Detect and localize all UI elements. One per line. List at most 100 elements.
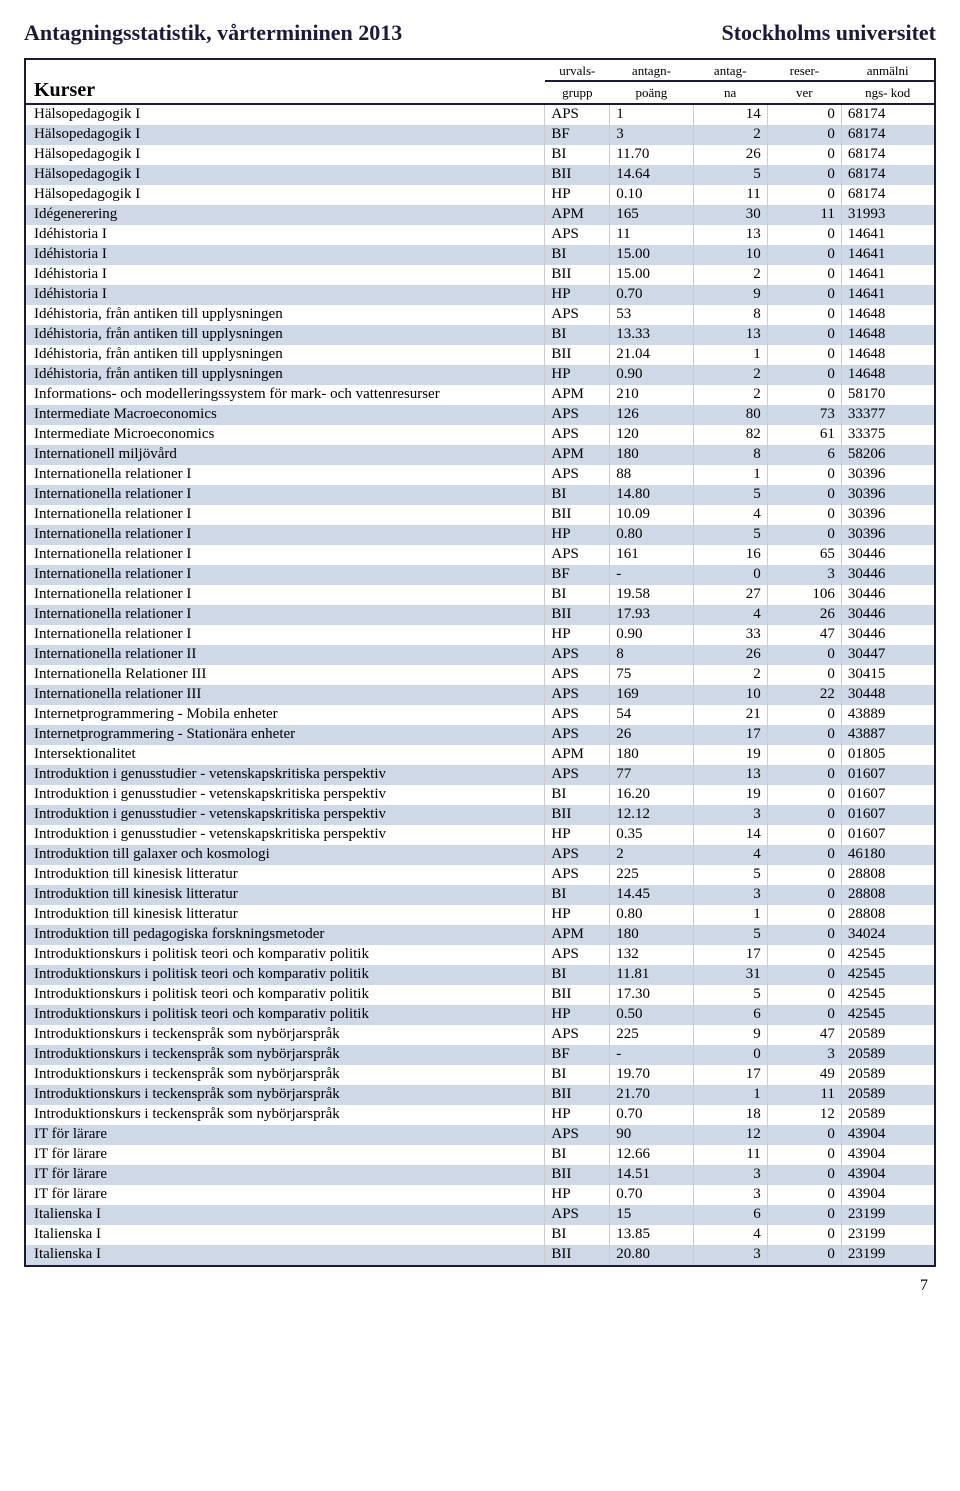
cell-course: Idéhistoria I (26, 285, 545, 305)
cell-course: Introduktionskurs i politisk teori och k… (26, 985, 545, 1005)
cell-reser: 0 (767, 1125, 841, 1145)
cell-antag: 6 (693, 1205, 767, 1225)
table-row: Idéhistoria, från antiken till upplysnin… (26, 325, 934, 345)
table-row: Internationella relationer IBI14.8050303… (26, 485, 934, 505)
cell-reser: 0 (767, 645, 841, 665)
cell-reser: 0 (767, 305, 841, 325)
cell-grupp: BII (545, 985, 610, 1005)
cell-antag: 0 (693, 1045, 767, 1065)
cell-kod: 68174 (841, 125, 934, 145)
cell-kod: 23199 (841, 1225, 934, 1245)
cell-grupp: HP (545, 1005, 610, 1025)
cell-antag: 19 (693, 745, 767, 765)
cell-reser: 3 (767, 1045, 841, 1065)
cell-antag: 2 (693, 385, 767, 405)
cell-grupp: APS (545, 405, 610, 425)
cell-kod: 33377 (841, 405, 934, 425)
table-row: Introduktionskurs i teckenspråk som nybö… (26, 1065, 934, 1085)
cell-grupp: APS (545, 425, 610, 445)
cell-reser: 0 (767, 1005, 841, 1025)
cell-kod: 30396 (841, 505, 934, 525)
cell-antag: 82 (693, 425, 767, 445)
table-row: Italienska IBI13.854023199 (26, 1225, 934, 1245)
table-row: Idéhistoria, från antiken till upplysnin… (26, 345, 934, 365)
cell-poang: 88 (610, 465, 693, 485)
cell-course: Introduktion till kinesisk litteratur (26, 905, 545, 925)
cell-kod: 68174 (841, 104, 934, 125)
cell-antag: 30 (693, 205, 767, 225)
table-row: Introduktionskurs i politisk teori och k… (26, 945, 934, 965)
cell-grupp: HP (545, 525, 610, 545)
table-row: IdégenereringAPM165301131993 (26, 205, 934, 225)
cell-poang: 15 (610, 1205, 693, 1225)
cell-antag: 8 (693, 305, 767, 325)
cell-course: Internationella relationer I (26, 585, 545, 605)
cell-grupp: APS (545, 725, 610, 745)
cell-reser: 0 (767, 805, 841, 825)
cell-kod: 42545 (841, 965, 934, 985)
cell-course: Hälsopedagogik I (26, 125, 545, 145)
cell-kod: 20589 (841, 1105, 934, 1125)
cell-kod: 23199 (841, 1245, 934, 1265)
col-header-poang-1: antagn- (610, 60, 693, 81)
cell-reser: 0 (767, 745, 841, 765)
table-row: Intermediate MicroeconomicsAPS1208261333… (26, 425, 934, 445)
cell-kod: 33375 (841, 425, 934, 445)
cell-antag: 4 (693, 845, 767, 865)
cell-poang: 180 (610, 925, 693, 945)
col-header-antag-2: na (693, 81, 767, 103)
table-row: Introduktion i genusstudier - vetenskaps… (26, 825, 934, 845)
cell-grupp: APS (545, 705, 610, 725)
table-row: Hälsopedagogik IBII14.645068174 (26, 165, 934, 185)
table-row: Introduktion i genusstudier - vetenskaps… (26, 785, 934, 805)
table-row: Introduktionskurs i teckenspråk som nybö… (26, 1105, 934, 1125)
cell-grupp: BI (545, 485, 610, 505)
cell-course: Hälsopedagogik I (26, 104, 545, 125)
cell-grupp: BII (545, 805, 610, 825)
cell-reser: 0 (767, 1165, 841, 1185)
cell-poang: 12.66 (610, 1145, 693, 1165)
cell-poang: 120 (610, 425, 693, 445)
cell-course: Intermediate Microeconomics (26, 425, 545, 445)
cell-poang: 0.90 (610, 625, 693, 645)
cell-course: Hälsopedagogik I (26, 165, 545, 185)
table-row: Introduktionskurs i politisk teori och k… (26, 965, 934, 985)
cell-course: Intermediate Macroeconomics (26, 405, 545, 425)
cell-poang: 12.12 (610, 805, 693, 825)
cell-antag: 18 (693, 1105, 767, 1125)
cell-kod: 30415 (841, 665, 934, 685)
cell-antag: 14 (693, 104, 767, 125)
cell-course: Introduktionskurs i teckenspråk som nybö… (26, 1105, 545, 1125)
page-number: 7 (24, 1277, 936, 1295)
table-row: Introduktion till kinesisk litteraturHP0… (26, 905, 934, 925)
cell-course: Introduktionskurs i politisk teori och k… (26, 965, 545, 985)
cell-reser: 0 (767, 225, 841, 245)
cell-reser: 0 (767, 925, 841, 945)
cell-grupp: APS (545, 465, 610, 485)
cell-course: Internationella relationer II (26, 645, 545, 665)
col-header-kod-2: ngs- kod (841, 81, 934, 103)
cell-reser: 0 (767, 125, 841, 145)
cell-reser: 11 (767, 205, 841, 225)
cell-course: Idéhistoria, från antiken till upplysnin… (26, 365, 545, 385)
cell-course: Italienska I (26, 1245, 545, 1265)
table-row: Idéhistoria, från antiken till upplysnin… (26, 365, 934, 385)
cell-reser: 0 (767, 245, 841, 265)
cell-course: Introduktion till kinesisk litteratur (26, 865, 545, 885)
cell-grupp: APS (545, 685, 610, 705)
cell-kod: 14648 (841, 365, 934, 385)
table-row: Internationella relationer IBF-0330446 (26, 565, 934, 585)
cell-kod: 20589 (841, 1085, 934, 1105)
cell-kod: 34024 (841, 925, 934, 945)
cell-antag: 4 (693, 505, 767, 525)
cell-reser: 0 (767, 165, 841, 185)
cell-kod: 30446 (841, 545, 934, 565)
cell-poang: 21.70 (610, 1085, 693, 1105)
cell-course: Intersektionalitet (26, 745, 545, 765)
cell-course: Idéhistoria, från antiken till upplysnin… (26, 325, 545, 345)
cell-reser: 0 (767, 185, 841, 205)
cell-kod: 20589 (841, 1065, 934, 1085)
cell-kod: 14648 (841, 305, 934, 325)
cell-grupp: HP (545, 625, 610, 645)
cell-grupp: BII (545, 265, 610, 285)
